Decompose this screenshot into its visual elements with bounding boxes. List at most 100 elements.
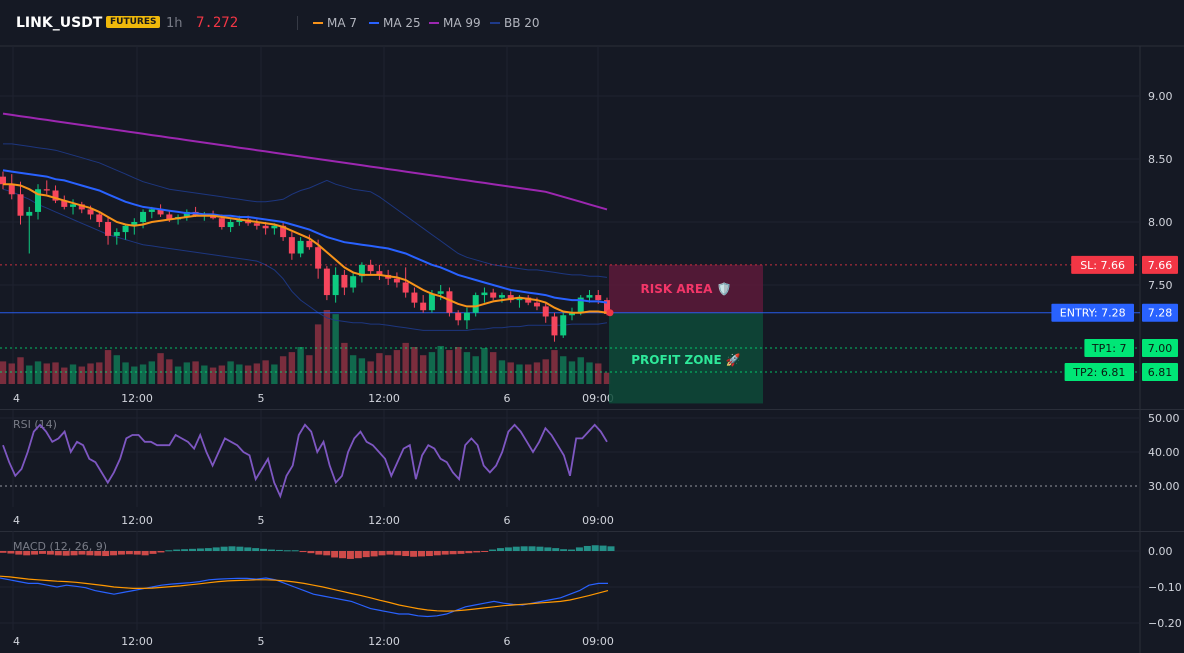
volume-bar xyxy=(472,356,479,384)
volume-bar xyxy=(595,363,602,384)
legend-ma99[interactable]: MA 99 xyxy=(429,16,481,30)
candle-body xyxy=(280,225,287,238)
candle-body xyxy=(551,316,558,336)
price-level-tag-text: ENTRY: 7.28 xyxy=(1060,307,1126,320)
macd-histogram-bar xyxy=(315,551,323,555)
macd-histogram-bar xyxy=(133,551,141,555)
volume-bar xyxy=(244,365,252,384)
profit-zone-label: PROFIT ZONE 🚀 xyxy=(631,353,741,367)
candle-body xyxy=(560,315,567,336)
legend-bb20[interactable]: BB 20 xyxy=(490,16,540,30)
chart-header: LINK_USDT FUTURES 1h 7.272 MA 7 MA 25 MA… xyxy=(0,0,1184,46)
price-level-tag-text: SL: 7.66 xyxy=(1080,259,1125,272)
candle-body xyxy=(113,232,120,236)
candle-body xyxy=(595,295,602,301)
macd-histogram-bar xyxy=(410,551,418,557)
ma7-line xyxy=(3,183,608,314)
x-tick-label: 09:00 xyxy=(582,635,614,648)
candle-body xyxy=(140,211,147,222)
candle-body xyxy=(463,312,470,321)
header-divider xyxy=(297,16,298,30)
candle-body xyxy=(516,297,523,301)
volume-bar xyxy=(568,361,576,384)
candle-body xyxy=(402,282,409,293)
candle-body xyxy=(26,211,33,216)
candle-body xyxy=(227,222,234,228)
volume-bar xyxy=(157,353,164,384)
candle-body xyxy=(358,264,365,277)
candle-body xyxy=(420,302,427,311)
rsi-title: RSI (14) xyxy=(13,418,57,431)
price-axis-tag xyxy=(1142,362,1178,381)
legend-label: MA 7 xyxy=(327,16,358,30)
candle-body xyxy=(455,312,462,321)
volume-bar xyxy=(8,363,15,384)
macd-histogram-bar xyxy=(402,551,410,557)
macd-histogram-bar xyxy=(536,546,544,551)
legend-label: BB 20 xyxy=(504,16,540,30)
price-level-tag xyxy=(1064,362,1134,381)
candle-body xyxy=(262,225,269,229)
volume-bar xyxy=(104,350,112,384)
macd-histogram-bar xyxy=(267,549,275,551)
macd-histogram-bar xyxy=(102,551,110,557)
macd-histogram-bar xyxy=(38,551,46,554)
volume-bar xyxy=(253,363,261,384)
legend-ma7[interactable]: MA 7 xyxy=(313,16,357,30)
volume-bar xyxy=(603,372,611,384)
candle-body xyxy=(70,204,77,207)
rsi-y-tick-label: 40.00 xyxy=(1148,446,1180,459)
price-axis-tag xyxy=(1142,255,1178,274)
candle-body xyxy=(96,214,103,222)
volume-bar xyxy=(69,364,77,384)
macd-histogram-bar xyxy=(46,551,54,555)
volume-bar xyxy=(209,367,217,384)
macd-histogram-bar xyxy=(125,551,133,555)
macd-histogram-bar xyxy=(94,551,102,556)
price-axis-tag xyxy=(1142,339,1178,357)
macd-y-tick-label: −0.10 xyxy=(1148,581,1182,594)
volume-bar xyxy=(218,365,226,384)
candle-body xyxy=(472,295,479,313)
volume-bar xyxy=(393,350,401,384)
macd-histogram-bar xyxy=(457,551,465,554)
macd-histogram-bar xyxy=(417,551,425,557)
x-tick-label: 4 xyxy=(13,635,20,648)
volume-bar xyxy=(551,350,558,384)
ma25-line xyxy=(2,169,608,304)
candle-body xyxy=(218,218,225,228)
macd-histogram-bar xyxy=(31,551,39,555)
macd-histogram-bar xyxy=(117,551,125,555)
volume-bar xyxy=(61,367,68,384)
timeframe-label[interactable]: 1h xyxy=(166,16,183,31)
macd-y-tick-label: 0.00 xyxy=(1148,545,1173,558)
volume-bar xyxy=(463,352,471,384)
volume-bar xyxy=(323,310,331,384)
legend-ma25[interactable]: MA 25 xyxy=(369,16,421,30)
macd-y-tick-label: −0.20 xyxy=(1148,617,1182,630)
macd-histogram-bar xyxy=(489,549,497,551)
candle-body xyxy=(236,219,243,222)
x-tick-label: 09:00 xyxy=(582,514,614,527)
volume-bar xyxy=(349,355,357,384)
symbol-name[interactable]: LINK_USDT xyxy=(16,15,103,31)
candle-body xyxy=(157,209,164,215)
volume-bar xyxy=(454,347,462,384)
candle-body xyxy=(323,268,330,296)
candle-body xyxy=(577,297,584,313)
x-tick-label: 12:00 xyxy=(121,392,153,405)
candle-body xyxy=(166,214,173,220)
volume-bar xyxy=(306,355,313,384)
macd-histogram-bar xyxy=(394,551,402,556)
x-tick-label: 6 xyxy=(504,514,511,527)
volume-bar xyxy=(419,355,427,384)
volume-bar xyxy=(507,362,514,384)
candle-body xyxy=(183,211,190,217)
candle-body xyxy=(35,189,42,212)
macd-histogram-bar xyxy=(78,551,86,555)
macd-histogram-bar xyxy=(441,551,449,555)
macd-histogram-bar xyxy=(110,551,118,556)
volume-bar xyxy=(481,348,488,384)
volume-bar xyxy=(428,352,436,384)
